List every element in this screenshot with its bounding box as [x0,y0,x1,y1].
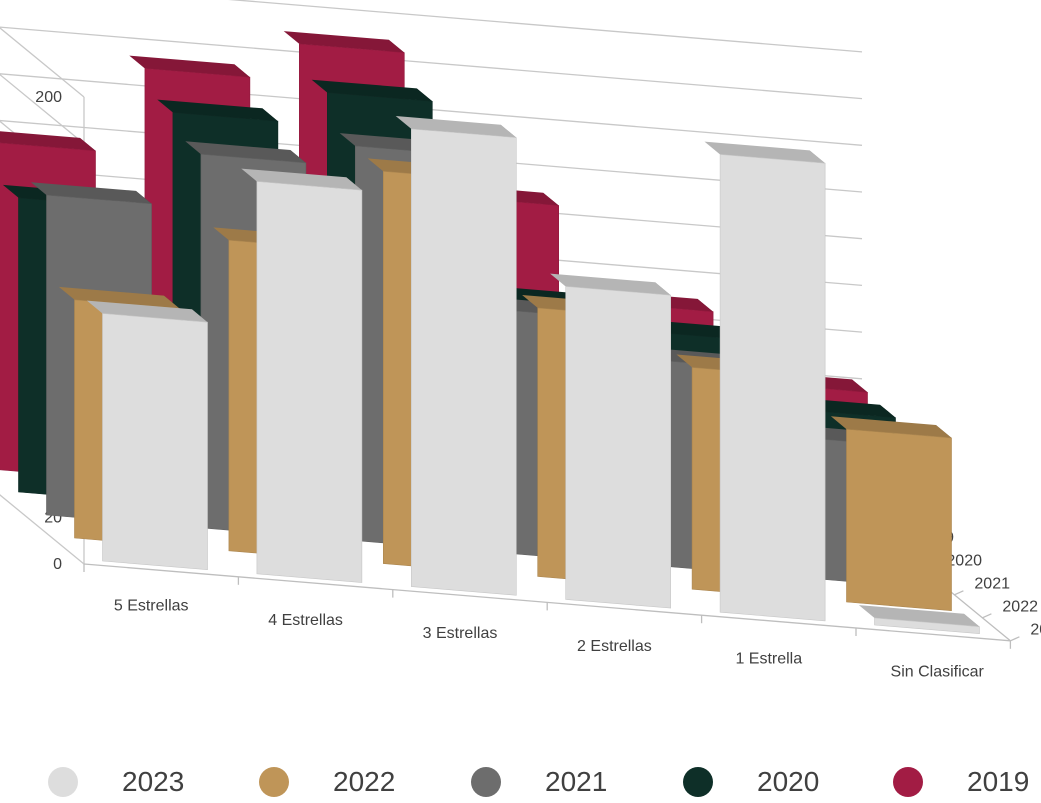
depth-tick [982,613,992,619]
gridline [0,26,863,100]
chart-plot: 0204060801001201401601802005 Estrellas4 … [0,0,1041,680]
bar-2023-1 [241,168,363,583]
bar-front [719,154,826,622]
bar-2023-5 [858,605,980,635]
gridline [228,0,863,53]
bar-2023-4 [704,141,826,622]
legend-item: 2023 [48,760,184,803]
bar-2023-3 [550,273,672,609]
y-tick-label: 200 [35,89,62,106]
bars [0,31,980,635]
bar-front [256,181,363,583]
category-label: 1 Estrella [735,651,802,668]
series-depth-label: 2022 [1002,598,1038,615]
bar-top [830,416,952,438]
bar-top [704,141,826,164]
legend-item: 2021 [471,760,607,803]
bar-top [30,182,152,204]
bar-front [102,313,208,571]
bar-2023-2 [395,116,517,596]
category-label: 3 Estrellas [423,625,498,642]
bar-top [129,55,250,78]
legend-item: 2022 [259,760,395,803]
bar-2023-0 [86,300,208,571]
category-label: 5 Estrellas [114,597,189,614]
legend-swatch [259,766,289,797]
bar-top [185,141,306,163]
bar-front [410,128,517,596]
bar-front [874,617,980,635]
bar-top [241,168,362,191]
gridline-side [0,27,85,98]
legend-label: 2023 [122,765,185,797]
bar-top [550,273,671,296]
legend-swatch [48,766,78,797]
bar-top [0,131,96,151]
bar-top [58,286,180,309]
bar-2022-5 [830,416,952,612]
bar-top [858,605,980,627]
category-label: Sin Clasificar [891,663,985,680]
series-depth-label: 2023 p/ [1030,621,1041,638]
bar-front [565,286,672,609]
chart-legend: 2023 2022 2021 2020 2019 [0,760,1041,803]
bar-front [846,428,952,612]
category-label: 2 Estrellas [577,638,652,655]
depth-tick [954,590,964,596]
bar-top [395,116,517,138]
series-depth-label: 2020 [946,552,982,569]
bar-top [283,31,405,53]
legend-swatch [893,766,923,797]
depth-tick [1010,636,1020,642]
legend-label: 2019 [967,765,1030,797]
legend-swatch [471,766,501,797]
legend-label: 2022 [333,765,396,797]
series-depth-label: 2021 [974,575,1010,592]
legend-swatch [683,766,713,797]
gridline-side [0,494,85,565]
bar-top [311,79,433,102]
y-tick-label: 0 [53,556,62,573]
legend-label: 2021 [545,765,608,797]
category-label: 4 Estrellas [268,612,343,629]
bar-top [157,99,278,122]
legend-label: 2020 [757,765,820,797]
legend-item: 2020 [683,760,819,803]
gridline-side [0,73,85,145]
legend-item: 2019 [893,760,1029,803]
bar-top [86,300,208,323]
